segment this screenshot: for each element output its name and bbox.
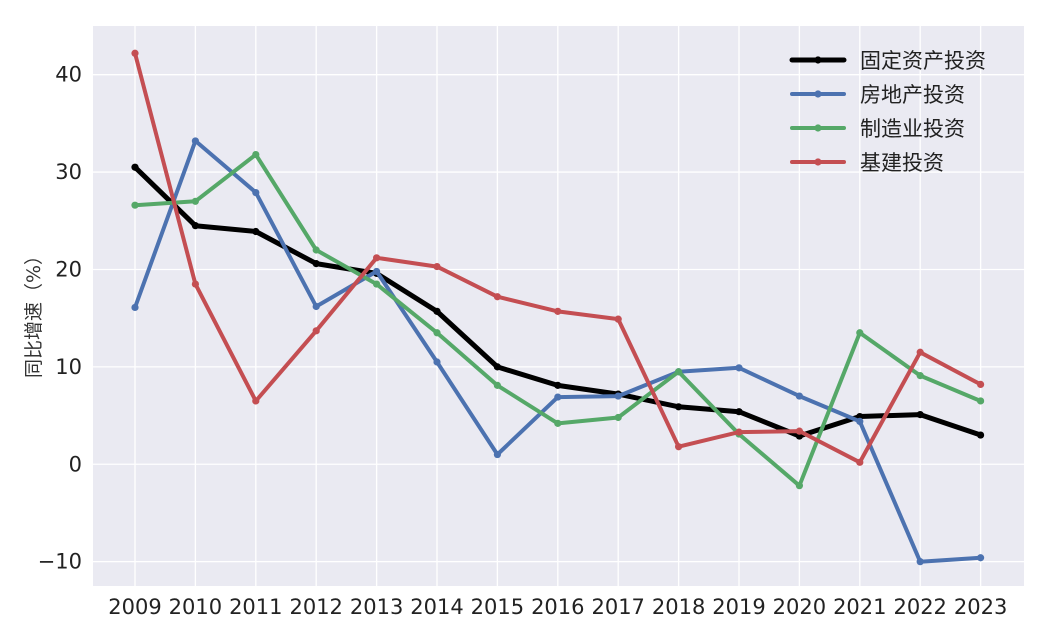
data-point xyxy=(735,428,743,436)
data-point xyxy=(856,458,864,466)
data-point xyxy=(795,427,804,435)
x-tick-labels: 2009 2010 2011 2012 2013 2014 2015 2016 2017 2018… xyxy=(108,595,1007,619)
x-tick-label: 2016 xyxy=(531,595,584,619)
data-point xyxy=(312,327,320,335)
data-point xyxy=(131,303,139,312)
data-point xyxy=(433,307,441,315)
data-point xyxy=(191,222,199,230)
plot-background xyxy=(93,26,1024,586)
x-tick-label: 2012 xyxy=(289,595,342,619)
data-point xyxy=(675,368,683,376)
legend-marker xyxy=(814,124,822,132)
data-point xyxy=(554,393,562,401)
grid-lines xyxy=(93,26,1024,586)
data-point xyxy=(977,380,985,388)
x-tick-label: 2020 xyxy=(773,595,826,619)
data-point xyxy=(312,246,320,254)
y-tick-label: 10 xyxy=(55,355,82,379)
data-point xyxy=(433,329,441,337)
x-tick-label: 2022 xyxy=(893,595,946,619)
data-point xyxy=(675,443,683,451)
data-point xyxy=(493,450,501,459)
data-point xyxy=(554,307,562,315)
legend-marker xyxy=(814,90,822,98)
data-point xyxy=(856,329,864,337)
y-tick-label: 40 xyxy=(55,63,82,87)
data-point xyxy=(916,410,924,419)
data-point xyxy=(312,260,320,268)
data-point xyxy=(916,372,924,380)
data-point xyxy=(433,358,441,366)
legend-marker xyxy=(814,56,822,64)
data-point xyxy=(977,397,985,405)
legend-label: 房地产投资 xyxy=(860,83,965,107)
data-point xyxy=(795,482,804,490)
legend-label: 基建投资 xyxy=(860,151,944,175)
legend-marker xyxy=(814,158,822,166)
data-point xyxy=(191,197,199,205)
data-point xyxy=(735,408,743,416)
y-axis-label: 同比增速（%） xyxy=(23,246,45,378)
data-point xyxy=(493,381,501,389)
x-tick-label: 2010 xyxy=(169,595,222,619)
x-tick-label: 2023 xyxy=(954,595,1007,619)
x-tick-label: 2009 xyxy=(108,595,161,619)
data-point xyxy=(735,364,743,372)
data-point xyxy=(131,163,139,171)
y-tick-label: 20 xyxy=(55,257,82,281)
data-point xyxy=(614,315,622,323)
data-point xyxy=(795,392,804,400)
data-point xyxy=(312,302,320,311)
y-tick-label: −10 xyxy=(38,550,82,574)
x-tick-label: 2018 xyxy=(652,595,705,619)
data-point xyxy=(252,150,260,159)
series-lines xyxy=(131,49,985,566)
legend-label: 制造业投资 xyxy=(860,117,965,141)
data-point xyxy=(614,392,622,400)
y-tick-labels: −10 0 10 20 30 40 xyxy=(38,63,82,574)
legend-label: 固定资产投资 xyxy=(860,49,986,73)
data-point xyxy=(856,417,864,426)
data-point xyxy=(675,403,683,411)
x-tick-label: 2017 xyxy=(591,595,644,619)
data-point xyxy=(252,188,260,197)
data-point xyxy=(916,558,924,566)
data-point xyxy=(493,363,501,371)
x-tick-label: 2021 xyxy=(833,595,886,619)
data-point xyxy=(191,137,199,145)
data-point xyxy=(131,49,139,57)
data-point xyxy=(373,280,381,288)
data-point xyxy=(493,293,501,301)
data-point xyxy=(433,262,441,271)
data-point xyxy=(977,431,985,439)
y-tick-label: 0 xyxy=(69,452,82,476)
x-tick-label: 2011 xyxy=(229,595,282,619)
data-point xyxy=(373,267,381,276)
y-tick-label: 30 xyxy=(55,160,82,184)
data-point xyxy=(252,397,260,405)
x-tick-label: 2014 xyxy=(410,595,463,619)
data-point xyxy=(373,254,381,262)
data-point xyxy=(977,554,985,562)
data-point xyxy=(191,280,199,288)
data-point xyxy=(554,419,562,427)
data-point xyxy=(252,227,260,236)
data-point xyxy=(614,413,622,422)
data-point xyxy=(916,348,924,356)
data-point xyxy=(554,381,562,389)
x-tick-label: 2019 xyxy=(712,595,765,619)
x-tick-label: 2015 xyxy=(471,595,524,619)
data-point xyxy=(131,201,139,209)
x-tick-label: 2013 xyxy=(350,595,403,619)
